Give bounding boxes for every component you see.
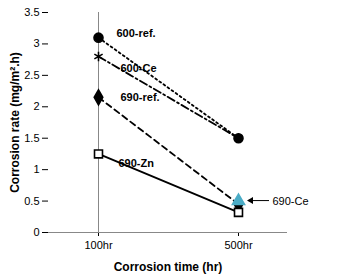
svg-text:100hr: 100hr xyxy=(84,239,112,251)
svg-text:0: 0 xyxy=(33,226,39,238)
svg-text:Corrosion time (hr): Corrosion time (hr) xyxy=(114,260,223,274)
svg-text:500hr: 500hr xyxy=(224,239,252,251)
svg-text:0.5: 0.5 xyxy=(24,195,39,207)
svg-text:3: 3 xyxy=(33,37,39,49)
svg-text:600-ref.: 600-ref. xyxy=(117,27,156,39)
svg-text:3.5: 3.5 xyxy=(24,6,39,18)
svg-text:690-Ce: 690-Ce xyxy=(273,195,309,207)
svg-text:2: 2 xyxy=(33,100,39,112)
svg-text:Corrosion rate (mg/m².h): Corrosion rate (mg/m².h) xyxy=(8,52,22,193)
svg-text:690-Zn: 690-Zn xyxy=(119,157,155,169)
svg-text:1.5: 1.5 xyxy=(24,132,39,144)
svg-text:2.5: 2.5 xyxy=(24,69,39,81)
svg-text:690-ref.: 690-ref. xyxy=(121,91,160,103)
svg-text:600-Ce: 600-Ce xyxy=(121,62,157,74)
svg-text:1: 1 xyxy=(33,163,39,175)
